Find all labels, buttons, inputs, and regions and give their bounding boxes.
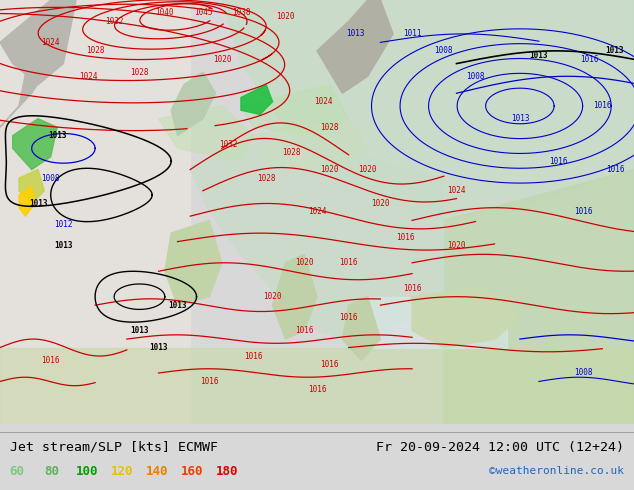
Polygon shape xyxy=(368,297,507,347)
Text: 60: 60 xyxy=(10,465,25,478)
Text: 1016: 1016 xyxy=(200,377,219,386)
Text: 100: 100 xyxy=(76,465,98,478)
Text: 1008: 1008 xyxy=(434,47,453,55)
Text: 1016: 1016 xyxy=(593,101,612,110)
Text: 1028: 1028 xyxy=(257,173,276,182)
Polygon shape xyxy=(444,170,634,424)
Text: 1016: 1016 xyxy=(320,360,339,369)
Polygon shape xyxy=(0,0,76,85)
Text: 1028: 1028 xyxy=(282,148,301,157)
Text: 1013: 1013 xyxy=(54,242,73,250)
Text: 1012: 1012 xyxy=(54,220,73,229)
Polygon shape xyxy=(317,0,393,93)
Polygon shape xyxy=(19,187,35,216)
Text: 1020: 1020 xyxy=(263,292,282,301)
Text: 180: 180 xyxy=(216,465,238,478)
Text: 120: 120 xyxy=(111,465,133,478)
Polygon shape xyxy=(13,119,57,170)
Text: 1032: 1032 xyxy=(219,140,238,148)
Text: 1013: 1013 xyxy=(130,326,149,335)
Text: Fr 20-09-2024 12:00 UTC (12+24): Fr 20-09-2024 12:00 UTC (12+24) xyxy=(377,441,624,454)
Polygon shape xyxy=(241,85,273,115)
Text: 1020: 1020 xyxy=(320,165,339,174)
Text: ©weatheronline.co.uk: ©weatheronline.co.uk xyxy=(489,466,624,476)
Text: 1013: 1013 xyxy=(529,50,548,60)
Text: 140: 140 xyxy=(146,465,168,478)
Text: 1016: 1016 xyxy=(295,326,314,335)
Text: 1016: 1016 xyxy=(396,233,415,242)
Text: 1032: 1032 xyxy=(105,17,124,25)
Text: 1016: 1016 xyxy=(548,157,567,166)
Text: 1016: 1016 xyxy=(307,386,327,394)
Text: 1024: 1024 xyxy=(79,72,98,81)
Polygon shape xyxy=(0,0,190,424)
Text: 1013: 1013 xyxy=(605,47,624,55)
Text: 1008: 1008 xyxy=(41,173,60,182)
Text: 1024: 1024 xyxy=(41,38,60,47)
Text: 1008: 1008 xyxy=(466,72,485,81)
Polygon shape xyxy=(241,85,349,136)
Text: 1016: 1016 xyxy=(339,258,358,267)
Polygon shape xyxy=(342,297,380,360)
Polygon shape xyxy=(412,288,520,347)
Text: 1016: 1016 xyxy=(244,351,263,361)
Text: 1013: 1013 xyxy=(29,199,48,208)
Text: 1013: 1013 xyxy=(346,29,365,38)
Polygon shape xyxy=(165,220,222,305)
Polygon shape xyxy=(190,127,444,339)
Text: 1016: 1016 xyxy=(41,356,60,365)
Text: 1038: 1038 xyxy=(231,8,250,17)
Text: 1020: 1020 xyxy=(371,199,390,208)
Text: 1013: 1013 xyxy=(168,301,187,310)
Text: 1013: 1013 xyxy=(510,114,529,123)
Text: 1013: 1013 xyxy=(48,131,67,140)
Text: 1011: 1011 xyxy=(403,29,422,38)
Text: 1024: 1024 xyxy=(307,207,327,217)
Text: 1020: 1020 xyxy=(212,55,231,64)
Text: 1016: 1016 xyxy=(403,284,422,293)
Text: 1016: 1016 xyxy=(605,165,624,174)
Text: 1024: 1024 xyxy=(314,97,333,106)
Text: 1028: 1028 xyxy=(130,68,149,76)
Text: 1020: 1020 xyxy=(447,242,466,250)
Text: 1020: 1020 xyxy=(276,12,295,22)
Text: 1020: 1020 xyxy=(295,258,314,267)
Polygon shape xyxy=(0,347,634,424)
Polygon shape xyxy=(171,72,216,136)
Text: 1024: 1024 xyxy=(447,186,466,195)
Text: 1028: 1028 xyxy=(320,122,339,132)
Polygon shape xyxy=(0,43,51,127)
Polygon shape xyxy=(254,119,368,170)
Polygon shape xyxy=(158,106,254,161)
Polygon shape xyxy=(19,170,44,203)
Text: 80: 80 xyxy=(44,465,60,478)
Text: 1028: 1028 xyxy=(86,47,105,55)
Polygon shape xyxy=(273,254,317,339)
Text: 1016: 1016 xyxy=(580,55,599,64)
Text: Jet stream/SLP [kts] ECMWF: Jet stream/SLP [kts] ECMWF xyxy=(10,441,217,454)
Text: 1040: 1040 xyxy=(155,8,174,17)
Text: 1013: 1013 xyxy=(149,343,168,352)
Text: 1045: 1045 xyxy=(193,8,212,17)
Text: 1008: 1008 xyxy=(574,368,593,377)
Text: 1020: 1020 xyxy=(358,165,377,174)
Text: 1016: 1016 xyxy=(339,314,358,322)
Text: 160: 160 xyxy=(181,465,203,478)
Polygon shape xyxy=(222,0,634,220)
Text: 1016: 1016 xyxy=(574,207,593,217)
